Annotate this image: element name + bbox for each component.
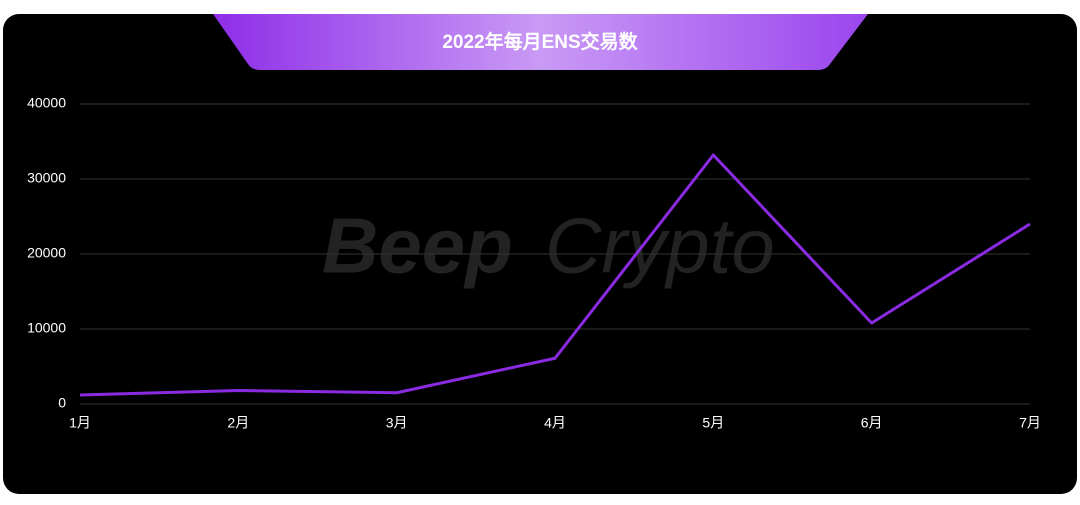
watermark-light: Crypto <box>545 202 775 290</box>
watermark-bold: Beep <box>322 202 513 290</box>
x-tick-label: 1月 <box>69 415 91 431</box>
x-tick-label: 5月 <box>702 415 724 431</box>
y-tick-label: 30000 <box>27 170 66 186</box>
y-tick-label: 40000 <box>27 95 66 111</box>
title-banner <box>213 14 868 70</box>
x-tick-label: 4月 <box>544 415 566 431</box>
x-tick-label: 2月 <box>227 415 249 431</box>
chart-title: 2022年每月ENS交易数 <box>442 30 638 53</box>
y-tick-label: 20000 <box>27 245 66 261</box>
y-tick-label: 0 <box>58 395 66 411</box>
watermark: Beep Crypto <box>322 202 775 290</box>
x-tick-label: 3月 <box>386 415 408 431</box>
y-tick-label: 10000 <box>27 320 66 336</box>
x-tick-label: 7月 <box>1019 415 1041 431</box>
data-line <box>79 153 1031 397</box>
x-tick-label: 6月 <box>861 415 883 431</box>
